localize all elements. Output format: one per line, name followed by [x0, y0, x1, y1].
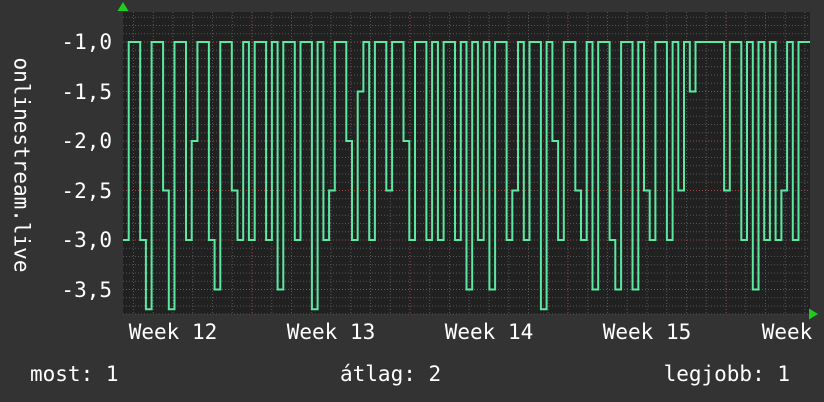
y-tick-label: -1,0: [61, 30, 112, 54]
stat-average: átlag: 2: [340, 362, 442, 386]
x-axis-arrow-right-icon: [809, 308, 818, 320]
x-tick-label: Week 12: [128, 320, 218, 344]
stat-current: most: 1: [30, 362, 119, 386]
x-tick-label: Week: [761, 320, 813, 344]
x-tick-label: Week 13: [286, 320, 376, 344]
y-tick-label: -2,0: [61, 129, 112, 153]
rank-step-line: [123, 41, 810, 311]
x-tick-label: Week 14: [444, 320, 534, 344]
y-tick-label: -1,5: [61, 79, 112, 104]
y-axis-arrow-up-icon: [117, 2, 129, 11]
stat-best: legjobb: 1: [663, 362, 790, 386]
y-tick-label: -2,5: [61, 178, 112, 203]
y-tick-label: -3,5: [61, 277, 112, 302]
y-tick-label: -3,0: [61, 228, 112, 252]
x-tick-label: Week 15: [602, 320, 692, 344]
